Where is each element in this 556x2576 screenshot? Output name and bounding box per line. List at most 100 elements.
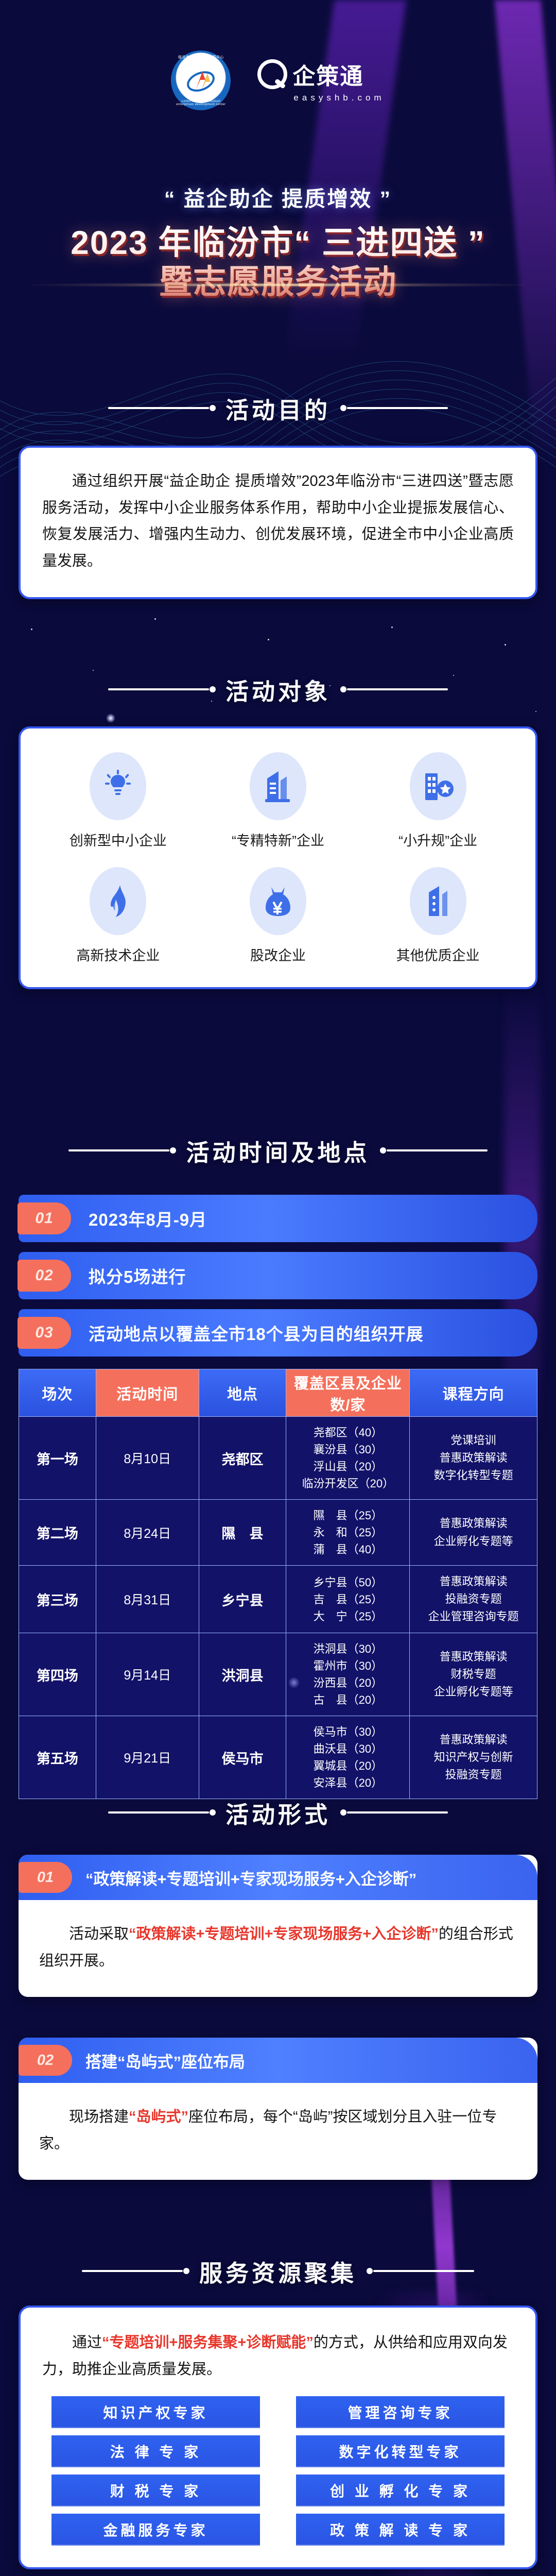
- table-header-row: 场次 活动时间 地点 覆盖区县及企业数/家 课程方向: [19, 1369, 537, 1417]
- expert-tag[interactable]: 政 策 解 读 专 家: [296, 2514, 505, 2546]
- target-label: 股改企业: [250, 948, 306, 963]
- bar-text: 拟分5场进行: [89, 1267, 186, 1286]
- format-card-02: 02 搭建“岛屿式”座位布局 现场搭建“岛屿式”座位布局，每个“岛屿”按区域划分…: [19, 2038, 537, 2180]
- target-item[interactable]: 其他优质企业: [358, 867, 518, 964]
- table-row: 第一场 8月10日 尧都区 尧都区（40） 襄汾县（30） 浮山县（20） 临汾…: [19, 1416, 537, 1500]
- targets-grid: 创新型中小企业 “专精特新”企业: [21, 728, 535, 987]
- intro-prefix: 通过: [72, 2334, 102, 2351]
- expert-grid: 知识产权专家 管理咨询专家 法 律 专 家 数字化转型专家 财 税 专 家 创 …: [21, 2387, 535, 2567]
- col-place: 地点: [198, 1369, 287, 1417]
- cell-session: 第三场: [19, 1565, 96, 1634]
- format-heading-text: 活动形式: [220, 1796, 336, 1831]
- body-suffix: 的组合形式组织开展。: [39, 1926, 513, 1970]
- building-star-icon: [409, 752, 466, 820]
- cell-counties: 隰 县（25） 永 和（25） 蒲 县（40）: [286, 1499, 410, 1566]
- seal-emblem: [178, 58, 224, 103]
- body-prefix: 活动采取: [69, 1926, 129, 1942]
- heading-rule-right: [379, 1147, 488, 1154]
- intro-suffix: 的方式，从供给和应用双向发力，助推企业高质量发展。: [42, 2334, 508, 2378]
- resources-heading-text: 服务资源聚集: [194, 2255, 362, 2289]
- cell-session: 第二场: [19, 1499, 96, 1566]
- targets-heading-text: 活动对象: [220, 673, 336, 707]
- linfen-sme-center-seal: 临汾市中小微企业发展中心 Linfen small and medium ent…: [171, 50, 231, 110]
- title-light-flare: [31, 282, 525, 287]
- cell-time: 8月31日: [95, 1565, 199, 1634]
- purpose-card: 通过组织开展“益企助企 提质增效”2023年临汾市“三进四送”暨志愿服务活动，发…: [19, 446, 537, 600]
- cell-time: 8月10日: [95, 1416, 199, 1500]
- body-highlight: “岛屿式”: [129, 2109, 189, 2125]
- format-card-body: 活动采取“政策解读+专题培训+专家现场服务+入企诊断”的组合形式组织开展。: [19, 1900, 537, 1997]
- heading-rule-left: [81, 2268, 189, 2274]
- expert-tag[interactable]: 法 律 专 家: [51, 2435, 260, 2468]
- section-heading-targets: 活动对象: [0, 665, 556, 714]
- targets-card: 创新型中小企业 “专精特新”企业: [19, 726, 537, 989]
- building-icon: [249, 752, 306, 820]
- target-label: “小升规”企业: [398, 833, 478, 849]
- cell-place: 尧都区: [198, 1416, 287, 1500]
- cell-counties: 侯马市（30） 曲沃县（30） 翼城县（20） 安泽县（20）: [286, 1716, 410, 1800]
- section-heading-purpose: 活动目的: [0, 383, 556, 433]
- cell-counties: 尧都区（40） 襄汾县（30） 浮山县（20） 临汾开发区（20）: [286, 1416, 410, 1500]
- target-item[interactable]: 创新型中小企业: [38, 752, 198, 850]
- cell-session: 第五场: [19, 1716, 96, 1800]
- cell-time: 9月14日: [95, 1633, 199, 1717]
- heading-rule-left: [108, 686, 216, 692]
- target-item[interactable]: 股改企业: [198, 867, 358, 964]
- section-heading-format: 活动形式: [0, 1788, 556, 1837]
- target-item[interactable]: “小升规”企业: [358, 752, 518, 850]
- seal-bottom-text: Linfen small and medium enterprises deve…: [176, 100, 226, 106]
- col-session: 场次: [19, 1369, 96, 1417]
- section-heading-resources: 服务资源聚集: [0, 2246, 556, 2296]
- main-title-line-1: 2023 年临汾市“ 三进四送 ”: [71, 224, 485, 261]
- schedule-table: 场次 活动时间 地点 覆盖区县及企业数/家 课程方向 第一场 8月10日 尧都区…: [19, 1369, 537, 1800]
- cell-time: 9月21日: [95, 1716, 199, 1800]
- format-card-body: 现场搭建“岛屿式”座位布局，每个“岛屿”按区域划分且入驻一位专家。: [19, 2083, 537, 2180]
- col-time: 活动时间: [95, 1369, 199, 1417]
- card-number: 02: [19, 2045, 72, 2076]
- bar-number: 03: [18, 1317, 71, 1349]
- format-card-01: 01 “政策解读+专题培训+专家现场服务+入企诊断” 活动采取“政策解读+专题培…: [19, 1855, 537, 1997]
- intro-highlight: “专题培训+服务集聚+诊断赋能”: [102, 2334, 314, 2351]
- purpose-body: 通过组织开展“益企助企 提质增效”2023年临汾市“三进四送”暨志愿服务活动，发…: [42, 473, 514, 569]
- brand-name: 企策通: [292, 63, 364, 90]
- expert-tag[interactable]: 管理咨询专家: [296, 2396, 505, 2429]
- expert-tag[interactable]: 财 税 专 家: [51, 2475, 260, 2507]
- cell-courses: 普惠政策解读 财税专题 企业孵化专题等: [409, 1633, 537, 1717]
- heading-rule-left: [108, 405, 216, 411]
- table-row: 第五场 9月21日 侯马市 侯马市（30） 曲沃县（30） 翼城县（20） 安泽…: [19, 1716, 537, 1800]
- cell-counties: 乡宁县（50） 吉 县（25） 大 宁（25）: [286, 1565, 410, 1634]
- cell-place: 侯马市: [198, 1716, 287, 1800]
- schedule-bar-02[interactable]: 02 拟分5场进行: [18, 1252, 537, 1299]
- target-label: “专精特新”企业: [232, 833, 324, 849]
- expert-tag[interactable]: 金融服务专家: [51, 2514, 260, 2546]
- schedule-bar-01[interactable]: 01 2023年8月-9月: [18, 1195, 537, 1242]
- heading-rule-right: [340, 686, 448, 692]
- seal-top-text: 临汾市中小微企业发展中心: [172, 55, 229, 60]
- expert-tag[interactable]: 创 业 孵 化 专 家: [296, 2475, 505, 2507]
- table-body: 第一场 8月10日 尧都区 尧都区（40） 襄汾县（30） 浮山县（20） 临汾…: [19, 1416, 537, 1800]
- qicetong-logo: 企策通 easyshb.com: [257, 58, 385, 103]
- heading-rule-right: [367, 2268, 474, 2274]
- flame-leaf-icon: [90, 867, 147, 935]
- office-tower-icon: [409, 867, 466, 935]
- expert-tag[interactable]: 数字化转型专家: [296, 2435, 505, 2468]
- target-label: 创新型中小企业: [69, 833, 167, 849]
- card-title: “政策解读+专题培训+专家现场服务+入企诊断”: [85, 1870, 417, 1888]
- format-card-header[interactable]: 02 搭建“岛屿式”座位布局: [19, 2038, 537, 2083]
- resources-card: 通过“专题培训+服务集聚+诊断赋能”的方式，从供给和应用双向发力，助推企业高质量…: [19, 2306, 537, 2570]
- heading-rule-right: [340, 405, 448, 411]
- cell-place: 隰 县: [198, 1499, 287, 1566]
- expert-tag[interactable]: 知识产权专家: [51, 2396, 260, 2429]
- brand-url: easyshb.com: [293, 93, 385, 103]
- target-item[interactable]: 高新技术企业: [38, 867, 198, 964]
- logo-row: 临汾市中小微企业发展中心 Linfen small and medium ent…: [0, 49, 556, 111]
- table-row: 第四场 9月14日 洪洞县 洪洞县（30） 霍州市（30） 汾西县（20） 古 …: [19, 1633, 537, 1717]
- bar-number: 02: [18, 1260, 71, 1292]
- schedule-bar-03[interactable]: 03 活动地点以覆盖全市18个县为目的组织开展: [18, 1309, 537, 1357]
- target-label: 其他优质企业: [396, 948, 480, 963]
- cell-courses: 普惠政策解读 投融资专题 企业管理咨询专题: [409, 1565, 537, 1634]
- target-label: 高新技术企业: [76, 948, 160, 963]
- format-card-header[interactable]: 01 “政策解读+专题培训+专家现场服务+入企诊断”: [19, 1855, 537, 1900]
- heading-rule-left: [68, 1147, 177, 1154]
- target-item[interactable]: “专精特新”企业: [198, 752, 358, 850]
